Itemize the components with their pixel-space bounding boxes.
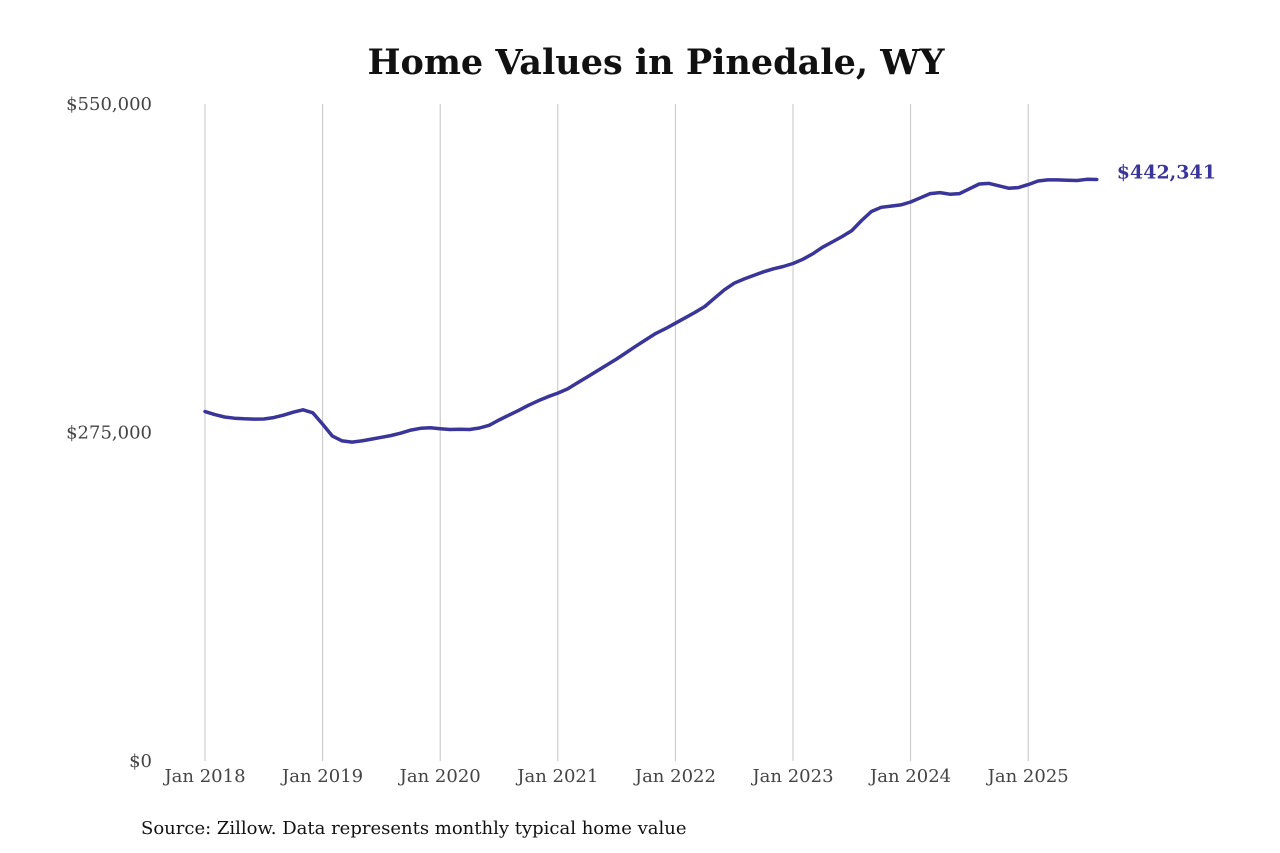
x-axis-ticks: Jan 2018 Jan 2019 Jan 2020 Jan 2021 Jan 2022…	[162, 766, 1068, 787]
x-tick-label: Jan 2024	[868, 766, 951, 787]
vertical-gridlines	[204, 104, 1029, 761]
x-tick-label: Jan 2023	[750, 766, 833, 787]
series-line	[203, 177, 1099, 444]
x-tick-label: Jan 2020	[398, 766, 481, 787]
y-tick-label: $275,000	[66, 423, 152, 444]
last-value-label: $442,341	[1117, 162, 1216, 184]
source-note: Source: Zillow. Data represents monthly …	[141, 818, 687, 839]
chart-title: Home Values in Pinedale, WY	[367, 42, 945, 83]
x-tick-label: Jan 2019	[280, 766, 363, 787]
y-axis-ticks: $0 $275,000 $550,000	[66, 94, 152, 772]
x-tick-label: Jan 2022	[633, 766, 716, 787]
x-tick-label: Jan 2018	[162, 766, 245, 787]
x-tick-label: Jan 2025	[986, 766, 1069, 787]
y-tick-label: $0	[129, 751, 152, 772]
series-group	[203, 177, 1099, 444]
x-tick-label: Jan 2021	[515, 766, 598, 787]
y-tick-label: $550,000	[66, 94, 152, 115]
